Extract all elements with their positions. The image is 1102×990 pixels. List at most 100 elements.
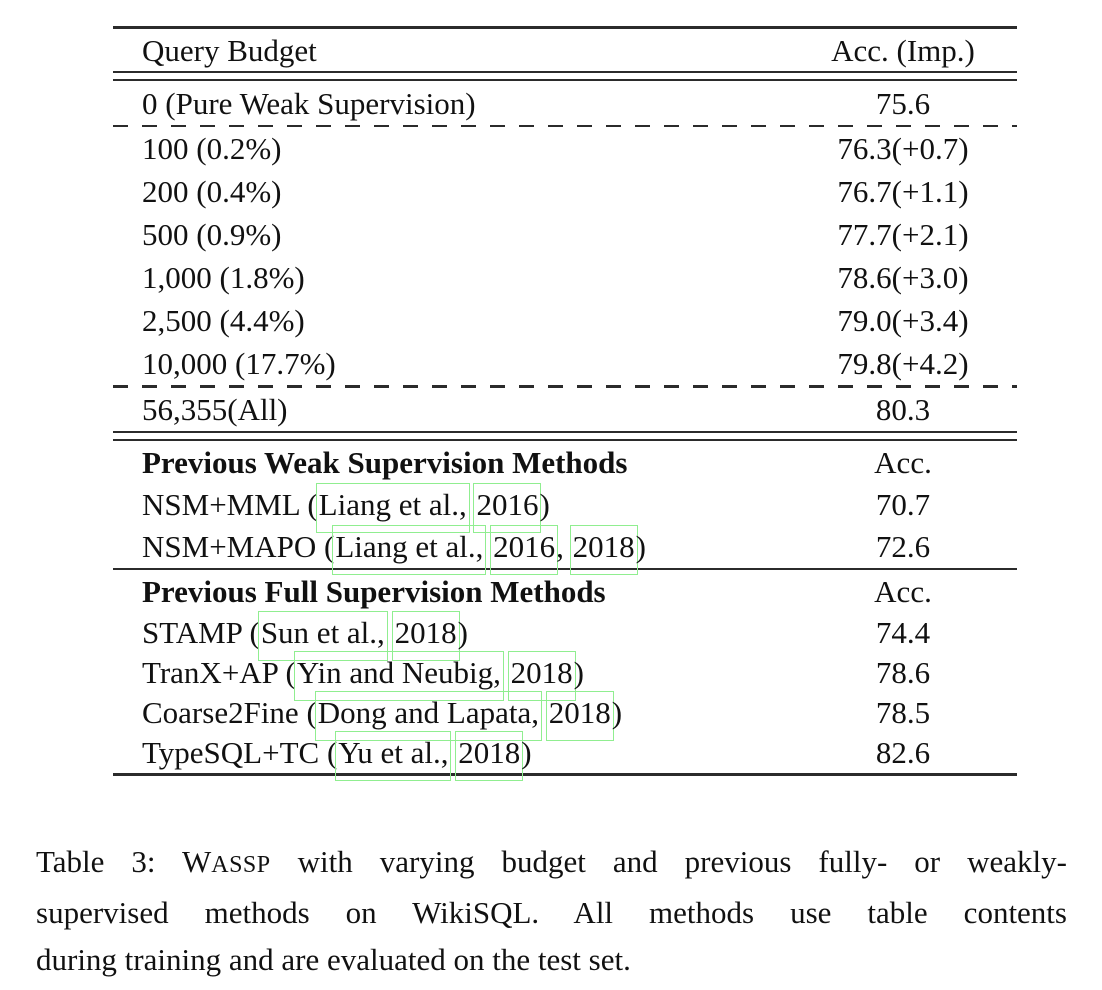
budget-rows-section: 100 (0.2%) 76.3(+0.7) 200 (0.4%) 76.7(+1.1)…	[113, 127, 1017, 385]
table-row: TypeSQL+TC (Yu et al., 2018) 82.6	[113, 731, 1017, 782]
label-text: STAMP (	[142, 615, 260, 651]
section-title-row: Previous Full Supervision Methods Acc.	[113, 570, 1017, 613]
table-rule-double	[113, 71, 1017, 81]
label-text: 2,500 (4.4%)	[142, 303, 305, 339]
label-text: TranX+AP (	[142, 655, 296, 691]
label-text: Coarse2Fine (	[142, 695, 317, 731]
row-value: 72.6	[875, 529, 931, 565]
table-row: 10,000 (17.7%) 79.8(+4.2)	[113, 342, 1017, 385]
caption-line-2: supervised methods on WikiSQL. All metho…	[36, 895, 1067, 930]
row-value: 74.4	[875, 615, 931, 651]
table-row: Coarse2Fine (Dong and Lapata, 2018) 78.5	[113, 691, 1017, 742]
table-caption: Table 3: WASSP with varying budget and p…	[36, 838, 1067, 983]
table-row: 100 (0.2%) 76.3(+0.7)	[113, 127, 1017, 170]
table-3: Query Budget Acc. (Imp.) 0 (Pure Weak Su…	[113, 26, 1017, 782]
row-value: 75.6	[875, 85, 931, 121]
row-label: TranX+AP (Yin and Neubig, 2018)	[113, 651, 789, 702]
caption-text: Table 3: W	[36, 844, 212, 879]
label-text: 100 (0.2%)	[142, 131, 282, 167]
caption-line-3: during training and are evaluated on the…	[36, 942, 631, 977]
label-text: NSM+MAPO (	[142, 529, 335, 565]
row-label: Coarse2Fine (Dong and Lapata, 2018)	[113, 691, 789, 742]
row-label: 1,000 (1.8%)	[113, 262, 789, 293]
label-text: NSM+MML (	[142, 487, 318, 523]
row-label: 100 (0.2%)	[113, 133, 789, 164]
row-label: 56,355(All)	[142, 391, 288, 427]
row-label: 0 (Pure Weak Supervision)	[142, 85, 476, 121]
citation-link[interactable]: 2016	[490, 525, 559, 576]
row-label: NSM+MML (Liang et al., 2016)	[113, 483, 789, 534]
label-text: )	[457, 615, 468, 651]
table-row: 0 (Pure Weak Supervision) 75.6	[113, 81, 1017, 125]
row-value: 78.5	[875, 695, 931, 731]
label-text: )	[573, 655, 584, 691]
row-value: 80.3	[875, 391, 931, 427]
citation-link[interactable]: 2018	[569, 525, 638, 576]
section-acc-label: Acc.	[874, 444, 932, 480]
label-text: 1,000 (1.8%)	[142, 260, 305, 296]
citation-link[interactable]: 2018	[545, 691, 614, 742]
table-row: 56,355(All) 80.3	[113, 388, 1017, 431]
citation-link[interactable]: Liang et al.,	[315, 483, 470, 534]
label-text: ,	[556, 529, 572, 565]
caption-line-1: Table 3: WASSP with varying budget and p…	[36, 838, 1067, 889]
label-text: 200 (0.4%)	[142, 174, 282, 210]
citation-link[interactable]: 2018	[507, 651, 576, 702]
row-value: 77.7(+2.1)	[837, 217, 969, 253]
table-rule-top	[113, 26, 1017, 29]
caption-text: with varying budget and previous fully- …	[270, 844, 1067, 879]
section-title-full: Previous Full Supervision Methods	[142, 573, 606, 609]
label-text: )	[521, 735, 532, 771]
label-text: )	[539, 487, 550, 523]
row-value: 76.7(+1.1)	[837, 174, 969, 210]
header-query-budget: Query Budget	[142, 32, 317, 68]
table-rule-mid	[113, 567, 1017, 570]
label-text: 500 (0.9%)	[142, 217, 282, 253]
row-label: 500 (0.9%)	[113, 219, 789, 250]
table-row: 200 (0.4%) 76.7(+1.1)	[113, 170, 1017, 213]
row-label: 10,000 (17.7%)	[113, 348, 789, 379]
row-value: 79.0(+3.4)	[837, 303, 969, 339]
row-value: 79.8(+4.2)	[837, 346, 969, 382]
citation-link[interactable]: Liang et al.,	[332, 525, 487, 576]
citation-link[interactable]: Yu et al.,	[335, 731, 452, 782]
label-text: 10,000 (17.7%)	[142, 346, 336, 382]
section-title-weak: Previous Weak Supervision Methods	[142, 444, 628, 480]
table-row: NSM+MAPO (Liang et al., 2016, 2018) 72.6	[113, 525, 1017, 576]
citation-link[interactable]: 2016	[473, 483, 542, 534]
table-rule-double	[113, 430, 1017, 441]
label-text: TypeSQL+TC (	[142, 735, 338, 771]
label-text: )	[635, 529, 646, 565]
row-label: TypeSQL+TC (Yu et al., 2018)	[113, 731, 789, 782]
row-label: 200 (0.4%)	[113, 176, 789, 207]
table-header-row: Query Budget Acc. (Imp.)	[113, 29, 1017, 71]
table-row: STAMP (Sun et al., 2018) 74.4	[113, 611, 1017, 662]
table-row: TranX+AP (Yin and Neubig, 2018) 78.6	[113, 651, 1017, 702]
citation-link[interactable]: 2018	[391, 611, 460, 662]
caption-smallcaps-wassp: ASSP	[211, 852, 271, 878]
weak-supervision-rows: NSM+MML (Liang et al., 2016) 70.7 NSM+MAPO…	[113, 483, 1017, 576]
table-row: 1,000 (1.8%) 78.6(+3.0)	[113, 256, 1017, 299]
section-acc-label: Acc.	[874, 573, 932, 609]
row-value: 76.3(+0.7)	[837, 131, 969, 167]
row-value: 78.6(+3.0)	[837, 260, 969, 296]
citation-link[interactable]: Dong and Lapata,	[314, 691, 543, 742]
table-rule-dashed	[113, 385, 1017, 388]
full-supervision-rows: STAMP (Sun et al., 2018) 74.4 TranX+AP (Yi…	[113, 611, 1017, 782]
citation-link[interactable]: Yin and Neubig,	[293, 651, 504, 702]
table-row: NSM+MML (Liang et al., 2016) 70.7	[113, 483, 1017, 534]
citation-link[interactable]: 2018	[455, 731, 524, 782]
row-value: 82.6	[875, 735, 931, 771]
citation-link[interactable]: Sun et al.,	[257, 611, 388, 662]
row-value: 78.6	[875, 655, 931, 691]
header-acc-imp: Acc. (Imp.)	[831, 32, 975, 68]
table-rule-dashed	[113, 125, 1017, 128]
section-title-row: Previous Weak Supervision Methods Acc.	[113, 441, 1017, 484]
row-value: 70.7	[875, 487, 931, 523]
table-rule-bottom	[113, 772, 1017, 776]
row-label: 2,500 (4.4%)	[113, 305, 789, 336]
row-label: STAMP (Sun et al., 2018)	[113, 611, 789, 662]
row-label: NSM+MAPO (Liang et al., 2016, 2018)	[113, 525, 789, 576]
table-row: 500 (0.9%) 77.7(+2.1)	[113, 213, 1017, 256]
